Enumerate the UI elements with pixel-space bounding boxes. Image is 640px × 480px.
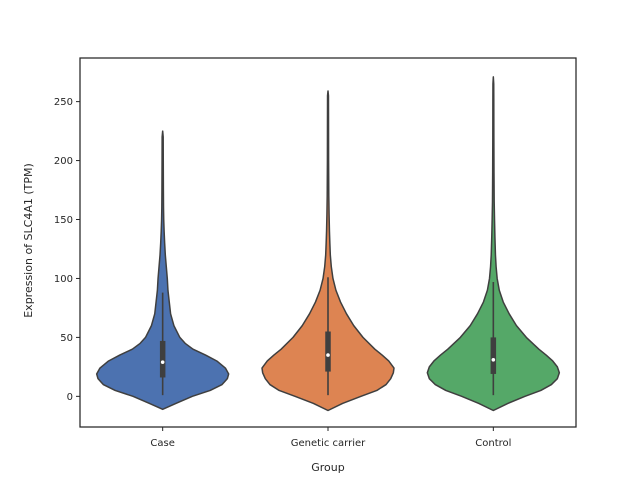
y-tick-label: 50 bbox=[60, 333, 73, 344]
x-axis-label: Group bbox=[311, 461, 345, 474]
violin-body bbox=[426, 76, 561, 412]
violin-median-marker bbox=[160, 360, 165, 364]
violin-body bbox=[95, 130, 230, 411]
y-tick-label: 150 bbox=[54, 215, 73, 226]
x-tick-label: Genetic carrier bbox=[291, 438, 366, 449]
x-axis: Case Genetic carrier Control bbox=[150, 427, 511, 449]
violin-median-marker bbox=[491, 358, 496, 362]
y-axis: 0 50 100 150 200 250 bbox=[54, 97, 80, 403]
y-tick-label: 200 bbox=[54, 156, 73, 167]
x-tick-label: Case bbox=[150, 438, 174, 449]
violins-layer bbox=[95, 76, 561, 412]
y-tick-label: 250 bbox=[54, 97, 73, 108]
y-tick-label: 100 bbox=[54, 274, 73, 285]
violin-body bbox=[261, 90, 395, 412]
violin-median-marker bbox=[326, 353, 330, 357]
y-tick-label: 0 bbox=[67, 392, 73, 403]
x-tick-label: Control bbox=[475, 438, 511, 449]
y-axis-label: Expression of SLC4A1 (TPM) bbox=[22, 163, 35, 318]
